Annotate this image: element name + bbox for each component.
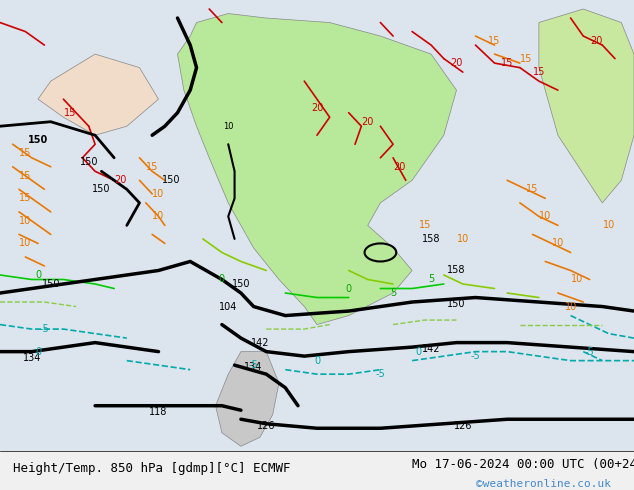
Text: 15: 15 xyxy=(19,194,32,203)
Text: 10: 10 xyxy=(19,216,32,226)
Text: 134: 134 xyxy=(23,353,41,364)
Text: 150: 150 xyxy=(447,299,466,309)
Text: -5: -5 xyxy=(470,351,481,361)
Text: Mo 17-06-2024 00:00 UTC (00+240): Mo 17-06-2024 00:00 UTC (00+240) xyxy=(412,458,634,471)
Text: 15: 15 xyxy=(520,53,533,64)
Text: 15: 15 xyxy=(146,162,158,172)
Text: 10: 10 xyxy=(456,234,469,244)
Text: 10: 10 xyxy=(564,301,577,312)
Text: 142: 142 xyxy=(422,344,441,354)
Text: 10: 10 xyxy=(152,211,165,221)
Text: 134: 134 xyxy=(245,363,262,372)
Polygon shape xyxy=(178,14,456,324)
Text: 5: 5 xyxy=(428,274,434,285)
Text: 20: 20 xyxy=(114,175,127,185)
Text: 15: 15 xyxy=(488,36,501,46)
Text: -5: -5 xyxy=(585,346,595,357)
Text: 10: 10 xyxy=(602,220,615,230)
Text: 158: 158 xyxy=(422,234,441,244)
Text: 15: 15 xyxy=(63,108,76,118)
Text: 5: 5 xyxy=(390,288,396,298)
Text: 15: 15 xyxy=(418,220,431,230)
Text: 150: 150 xyxy=(231,279,250,289)
Text: 142: 142 xyxy=(250,338,269,347)
Text: 20: 20 xyxy=(590,36,602,46)
Text: 20: 20 xyxy=(450,58,463,68)
Text: ©weatheronline.co.uk: ©weatheronline.co.uk xyxy=(476,479,611,489)
Text: 10: 10 xyxy=(571,274,583,285)
Text: 10: 10 xyxy=(223,122,233,131)
Text: 10: 10 xyxy=(552,239,564,248)
Text: 150: 150 xyxy=(92,184,111,195)
Text: 10: 10 xyxy=(152,189,165,199)
Text: 126: 126 xyxy=(453,421,472,431)
Text: 104: 104 xyxy=(219,301,237,312)
Text: 0: 0 xyxy=(415,346,422,357)
Text: 15: 15 xyxy=(526,184,539,195)
Text: 15: 15 xyxy=(501,58,514,68)
Text: 150: 150 xyxy=(79,157,98,167)
Text: -5: -5 xyxy=(375,369,385,379)
Text: 0: 0 xyxy=(346,284,352,294)
Text: 0: 0 xyxy=(35,270,41,280)
Text: 0: 0 xyxy=(219,274,225,285)
Text: -5: -5 xyxy=(39,324,49,334)
Polygon shape xyxy=(38,54,158,135)
Text: 10: 10 xyxy=(539,211,552,221)
Text: 20: 20 xyxy=(361,117,374,127)
Text: 150: 150 xyxy=(28,135,48,145)
Text: 10: 10 xyxy=(19,239,32,248)
Text: 20: 20 xyxy=(311,103,323,113)
Text: 0: 0 xyxy=(35,346,41,357)
Text: 0: 0 xyxy=(314,356,320,366)
Text: 20: 20 xyxy=(393,162,406,172)
Text: 15: 15 xyxy=(533,67,545,77)
Text: 150: 150 xyxy=(41,279,60,289)
Text: 15: 15 xyxy=(19,148,32,158)
Text: Height/Temp. 850 hPa [gdmp][°C] ECMWF: Height/Temp. 850 hPa [gdmp][°C] ECMWF xyxy=(13,462,290,475)
Text: 15: 15 xyxy=(19,171,32,181)
Text: -5: -5 xyxy=(249,360,259,370)
Text: 118: 118 xyxy=(150,408,167,417)
Text: 150: 150 xyxy=(162,175,181,185)
Text: 126: 126 xyxy=(257,421,276,431)
Polygon shape xyxy=(216,352,279,446)
Text: 158: 158 xyxy=(447,266,466,275)
Polygon shape xyxy=(539,9,634,203)
